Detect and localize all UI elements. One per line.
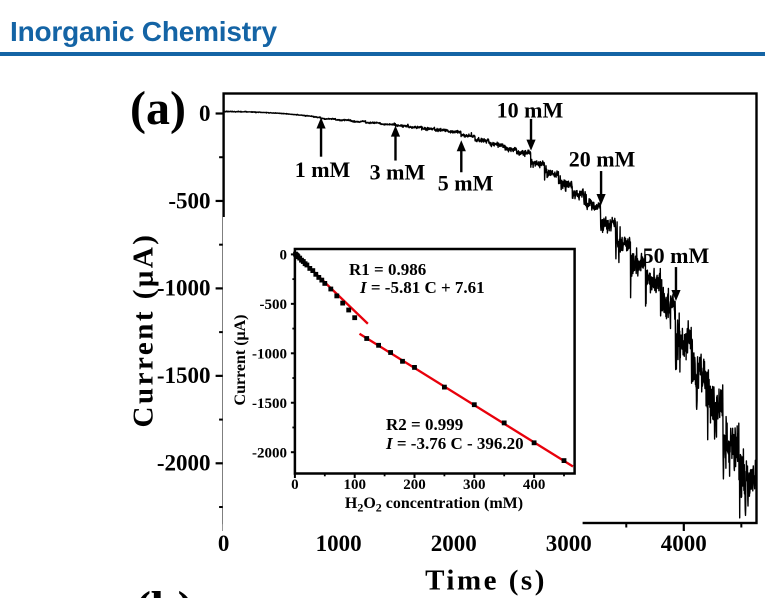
calibration-point xyxy=(340,300,346,306)
calibration-fit-line xyxy=(358,332,574,468)
amperometric-curve xyxy=(222,110,757,519)
injection-annotation: 1 mM xyxy=(295,117,351,182)
calibration-point xyxy=(310,268,316,273)
calibration-point xyxy=(412,365,417,370)
inset-y-tick-label: -2000 xyxy=(252,445,287,461)
calibration-point xyxy=(400,358,405,364)
inset-axis-tick-labels: 0 100 200 300 400 0 -500 -1000 -1500 -2000 xyxy=(252,248,545,493)
injection-arrow-head xyxy=(671,289,681,301)
calibration-point xyxy=(307,266,313,271)
calibration-point xyxy=(304,262,310,268)
main-y-tick-label: 0 xyxy=(199,101,211,126)
inset-calibration-plot: 0 100 200 300 400 0 -500 -1000 -1500 -2000 R1 = 0… xyxy=(222,217,583,536)
injection-arrow-head xyxy=(316,117,326,129)
inset-xlabel-part-concentration-text: concentration (mM) xyxy=(382,495,523,512)
calibration-point xyxy=(352,315,358,321)
main-plot: (a) 0 1000 2000 3000 40000-500-1000-1500-200… xyxy=(128,82,758,597)
inset-x-axis-title: H2O2 concentration (mM) xyxy=(345,495,523,515)
fit1-eq-variable: I xyxy=(359,278,368,297)
calibration-point xyxy=(561,458,567,463)
main-y-tick-label: -2000 xyxy=(157,451,211,476)
fit1-eq-rest: = -5.81 C + 7.61 xyxy=(367,278,485,297)
injection-annotation: 20 mM xyxy=(569,147,636,205)
injection-annotation: 10 mM xyxy=(497,97,564,151)
calibration-point xyxy=(388,350,393,355)
injection-label: 3 mM xyxy=(370,160,426,185)
injection-label: 10 mM xyxy=(497,97,564,122)
inset-x-tick-label: 300 xyxy=(463,477,486,493)
fit2-eq-variable: I xyxy=(385,434,394,453)
inset-x-tick-label: 400 xyxy=(523,477,546,493)
injection-label: 1 mM xyxy=(295,157,351,182)
main-x-tick-label: 0 xyxy=(218,531,230,556)
injection-label: 50 mM xyxy=(643,243,710,268)
calibration-point xyxy=(334,293,340,299)
injection-arrow-head xyxy=(596,193,606,205)
injection-label: 5 mM xyxy=(438,171,494,196)
calibration-point xyxy=(346,307,352,313)
injection-arrow-head xyxy=(456,140,466,152)
calibration-point xyxy=(471,402,477,408)
injection-label: 20 mM xyxy=(569,147,636,172)
injection-arrow-head xyxy=(390,125,401,137)
main-x-tick-label: 4000 xyxy=(661,531,707,556)
main-y-tick-label: -500 xyxy=(168,188,210,213)
main-y-tick-label: -1000 xyxy=(157,276,211,301)
main-y-axis-title: Current (μA) xyxy=(128,233,160,428)
inset-x-tick-label: 100 xyxy=(343,477,366,493)
main-x-axis-title: Time (s) xyxy=(425,565,547,597)
inset-x-tick-label: 200 xyxy=(403,477,426,493)
panel-b-label-partial: (b) xyxy=(135,582,194,598)
calibration-point xyxy=(364,336,370,341)
inset-y-tick-label: -500 xyxy=(260,297,288,313)
header-rule xyxy=(0,52,765,56)
calibration-data-points xyxy=(293,251,567,463)
inset-xlabel-part-formula-sub-2a: 2 xyxy=(357,501,363,515)
inset-y-tick-label: -1000 xyxy=(252,347,287,363)
fit2-eq-rest: = -3.76 C - 396.20 xyxy=(393,434,524,453)
calibration-point xyxy=(316,275,322,280)
inset-plot-frame xyxy=(293,247,576,475)
inset-background xyxy=(222,217,583,536)
injection-annotation: 50 mM xyxy=(643,243,710,301)
calibration-point xyxy=(313,271,319,277)
calibration-point xyxy=(531,440,537,446)
inset-y-tick-label: 0 xyxy=(280,248,288,264)
calibration-point xyxy=(376,342,381,348)
fit1-r-label: R1 = 0.986 xyxy=(349,260,426,279)
inset-x-tick-label: 0 xyxy=(291,477,299,493)
panel-a-label: (a) xyxy=(130,82,186,135)
fit1-equation: I = -5.81 C + 7.61 xyxy=(359,278,485,297)
calibration-point xyxy=(319,277,325,283)
inset-y-axis-title: Current (μA) xyxy=(232,315,249,406)
fit2-equation: I = -3.76 C - 396.20 xyxy=(385,434,524,453)
main-y-tick-label: -1500 xyxy=(157,363,211,388)
fit2-r-label: R2 = 0.999 xyxy=(386,415,463,434)
injection-arrow-head xyxy=(526,139,536,151)
injection-annotation: 5 mM xyxy=(438,140,494,196)
calibration-point xyxy=(322,281,328,286)
inset-xlabel-part-formula-o: O xyxy=(363,495,375,512)
inset-xlabel-part-formula-sub-2b: 2 xyxy=(376,501,382,515)
injection-annotation: 3 mM xyxy=(370,125,426,185)
calibration-point xyxy=(442,384,447,390)
inset-y-tick-label: -1500 xyxy=(252,396,287,412)
journal-title: Inorganic Chemistry xyxy=(10,16,277,47)
calibration-point xyxy=(501,420,507,426)
calibration-point xyxy=(328,286,334,292)
inset-xlabel-part-formula-h: H xyxy=(345,495,358,512)
